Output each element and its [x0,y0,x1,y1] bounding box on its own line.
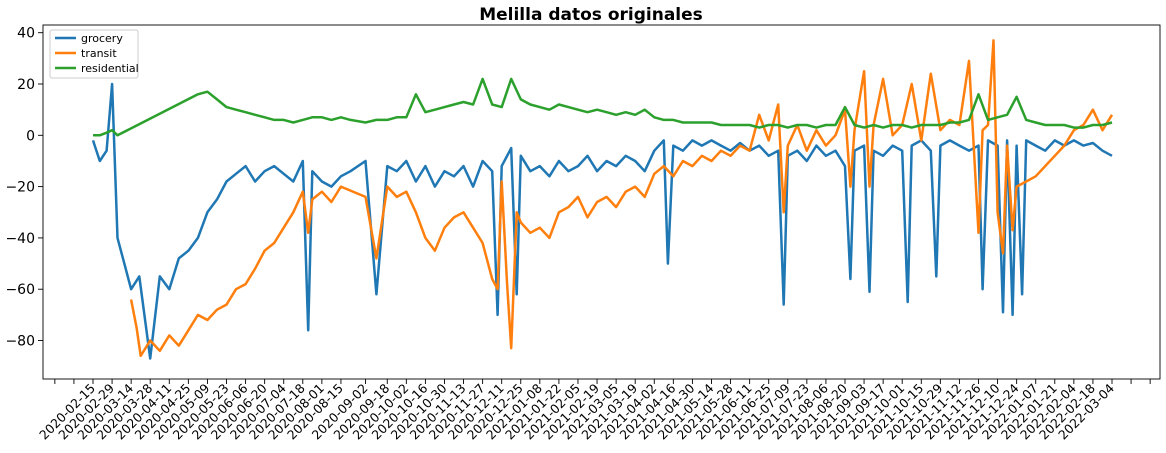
y-tick-label: −80 [5,334,35,350]
series-line-transit [129,39,1114,358]
y-tick-label: 20 [17,77,35,93]
series-line-grocery [91,82,1113,360]
y-tick-label: −60 [5,282,35,298]
plot-frame [42,24,1161,380]
x-axis: 2020-02-152020-02-292020-03-142020-03-28… [36,379,1151,442]
y-tick-label: 40 [17,26,35,42]
y-tick-label: 0 [26,128,35,144]
legend: grocery transit residential [49,29,139,79]
y-tick-label: −40 [5,231,35,247]
series-line-residential [93,77,1113,137]
legend-box [49,29,139,79]
y-axis: 40 20 0 −20 −40 −60 −80 [5,26,43,350]
series-group [91,39,1114,360]
legend-label-residential: residential [81,62,139,75]
legend-label-transit: transit [81,47,117,60]
chart-title: Melilla datos originales [479,5,703,25]
y-tick-label: −20 [5,180,35,196]
legend-label-grocery: grocery [81,32,123,45]
